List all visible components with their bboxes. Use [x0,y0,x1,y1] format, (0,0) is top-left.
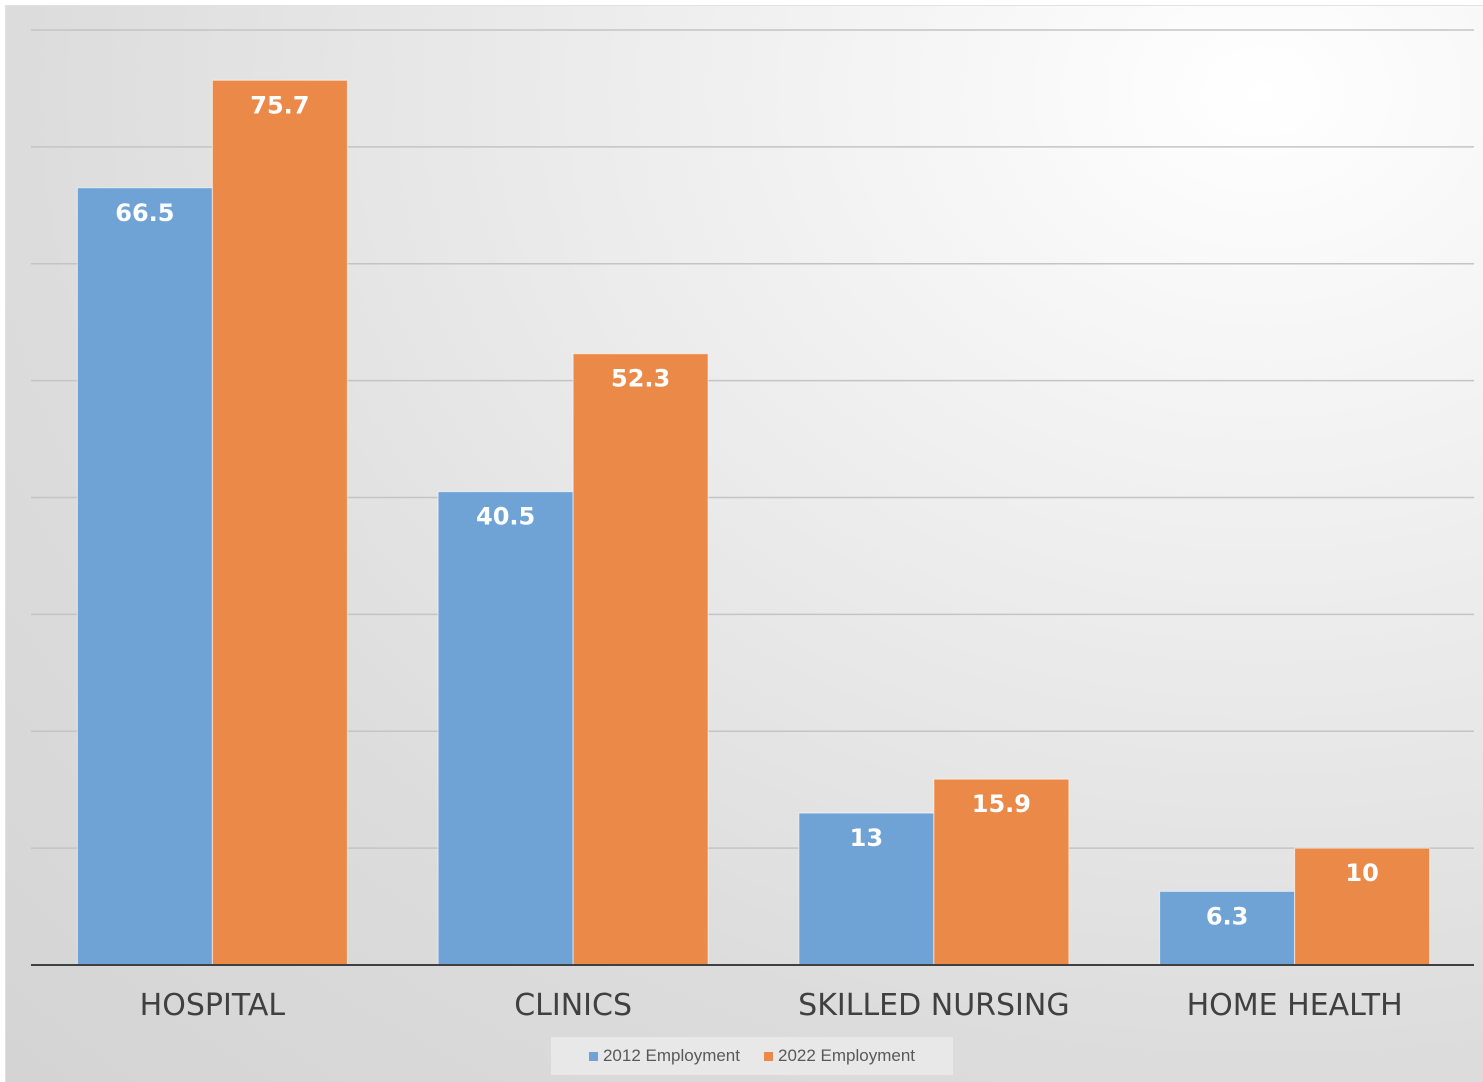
data-label: 15.9 [972,790,1031,818]
category-label: HOSPITAL [140,988,286,1023]
data-label: 10 [1345,859,1378,887]
legend: 2012 Employment 2022 Employment [551,1037,953,1075]
legend-item-2012: 2012 Employment [588,1046,740,1066]
legend-swatch-2022 [764,1051,773,1061]
data-label: 40.5 [476,503,535,531]
category-labels: HOSPITAL CLINICS SKILLED NURSING HOME HEALT… [140,988,1403,1023]
data-label: 13 [850,824,883,852]
data-label: 6.3 [1206,902,1249,930]
bar-home-health-2022 [1294,847,1431,966]
bar-skilled-nursing-2022 [933,778,1070,966]
category-label: CLINICS [514,988,632,1023]
bar-hospital-2022 [211,79,348,966]
bar-home-health-2012 [1159,890,1296,966]
bar-skilled-nursing-2012 [798,812,935,966]
data-label: 52.3 [611,365,670,393]
bar-clinics-2012 [437,491,574,966]
data-labels: 66.5 75.7 40.5 52.3 13 15.9 6.3 10 [115,91,1379,930]
bars [76,79,1431,966]
legend-label-2012: 2012 Employment [602,1046,740,1065]
data-label: 75.7 [250,91,309,119]
legend-item-2022: 2022 Employment [764,1046,915,1066]
legend-label-2022: 2022 Employment [778,1046,916,1065]
category-label: HOME HEALTH [1187,988,1403,1023]
bar-hospital-2012 [76,187,213,966]
category-label: SKILLED NURSING [798,988,1069,1023]
legend-swatch-2012 [588,1051,598,1061]
data-label: 66.5 [115,199,174,227]
bar-clinics-2022 [572,353,709,966]
